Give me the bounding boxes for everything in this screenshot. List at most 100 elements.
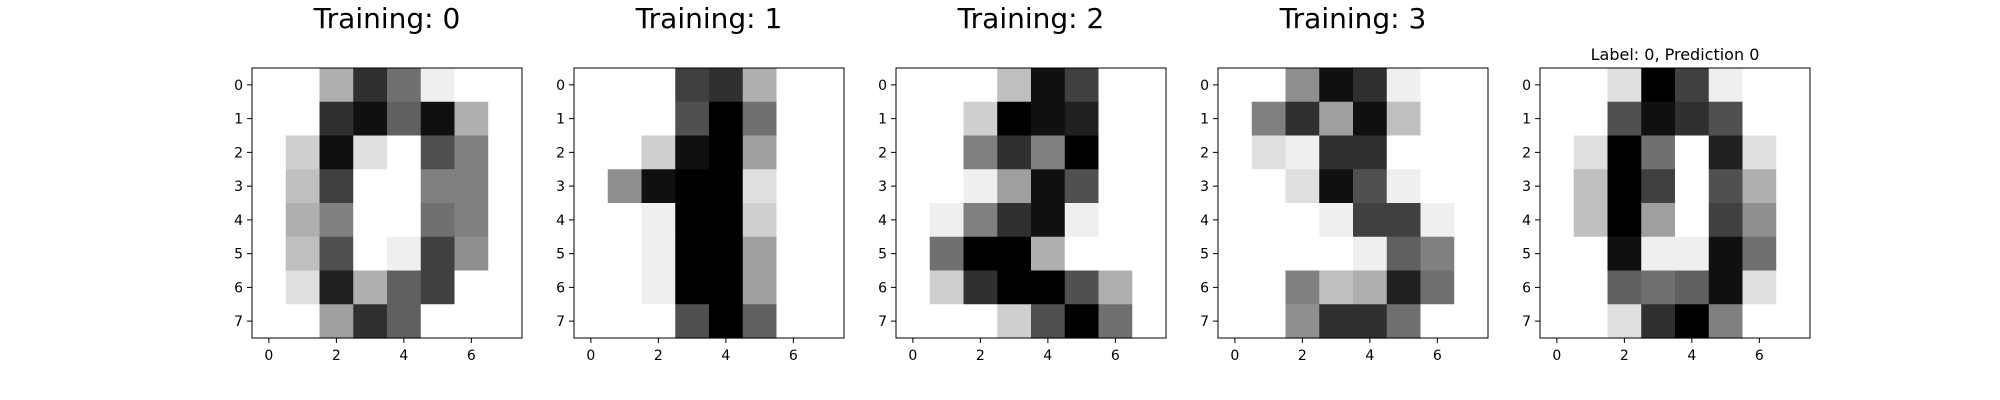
- pixel-cell: [1353, 101, 1388, 137]
- pixel-cell: [709, 68, 744, 103]
- y-tick-label: 7: [878, 314, 887, 330]
- pixel-cell: [1353, 68, 1388, 103]
- y-tick-label: 4: [234, 213, 243, 229]
- x-tick-label: 4: [399, 348, 408, 364]
- y-tick-label: 3: [1522, 179, 1531, 195]
- pixel-cell: [420, 203, 456, 238]
- pixel-cell: [641, 169, 676, 204]
- pixel-cell: [1386, 304, 1422, 339]
- pixel-cell: [1540, 169, 1575, 204]
- pixel-cell: [1132, 101, 1167, 137]
- pixel-cell: [1251, 101, 1287, 137]
- pixel-cell: [252, 270, 287, 305]
- pixel-cell: [896, 236, 931, 272]
- y-tick-label: 7: [1200, 314, 1209, 330]
- pixel-cell: [1641, 236, 1676, 272]
- y-tick-label: 1: [556, 112, 565, 128]
- pixel-cell: [896, 68, 931, 103]
- x-tick-label: 2: [1620, 348, 1629, 364]
- pixel-cell: [1540, 68, 1575, 103]
- pixel-cell: [1319, 203, 1354, 238]
- pixel-cell: [709, 270, 744, 305]
- pixel-cell: [1319, 68, 1354, 103]
- pixel-cell: [1708, 270, 1744, 305]
- pixel-cell: [353, 270, 388, 305]
- pixel-cell: [1641, 135, 1676, 170]
- pixel-cell: [1573, 203, 1609, 238]
- pixel-cell: [1285, 304, 1320, 339]
- pixel-cell: [353, 68, 388, 103]
- x-tick-label: 6: [1111, 348, 1120, 364]
- panel-title: Training: 2: [957, 2, 1105, 35]
- y-tick-label: 7: [1522, 314, 1531, 330]
- pixel-cell: [574, 169, 609, 204]
- x-tick-label: 2: [654, 348, 663, 364]
- pixel-cell: [1708, 101, 1744, 137]
- pixel-cell: [1285, 270, 1320, 305]
- pixel-cell: [1251, 270, 1287, 305]
- y-tick-label: 5: [878, 247, 887, 263]
- y-tick-label: 1: [1522, 112, 1531, 128]
- pixel-cell: [776, 169, 811, 204]
- pixel-cell: [1319, 135, 1354, 170]
- pixel-cell: [929, 68, 965, 103]
- y-tick-label: 5: [1522, 247, 1531, 263]
- pixel-cell: [997, 101, 1032, 137]
- pixel-cell: [420, 68, 456, 103]
- pixel-cell: [488, 203, 523, 238]
- pixel-cell: [1607, 203, 1642, 238]
- pixel-cell: [1420, 68, 1455, 103]
- pixel-cell: [776, 101, 811, 137]
- pixel-cell: [574, 101, 609, 137]
- pixel-cell: [1218, 169, 1253, 204]
- x-tick-label: 4: [1365, 348, 1374, 364]
- panel-title: Training: 0: [313, 2, 461, 35]
- pixel-cell: [641, 68, 676, 103]
- pixel-cell: [641, 304, 676, 339]
- pixel-cell: [1386, 135, 1422, 170]
- pixel-cell: [1607, 135, 1642, 170]
- pixel-cell: [1742, 169, 1777, 204]
- pixel-cell: [1386, 169, 1422, 204]
- pixel-cell: [1251, 203, 1287, 238]
- x-tick-label: 6: [1755, 348, 1764, 364]
- pixel-cell: [488, 68, 523, 103]
- pixel-cell: [1776, 169, 1811, 204]
- pixel-cell: [896, 101, 931, 137]
- y-tick-label: 3: [556, 179, 565, 195]
- pixel-cell: [997, 236, 1032, 272]
- pixel-cell: [454, 236, 489, 272]
- pixel-cell: [675, 203, 710, 238]
- pixel-cell: [1420, 270, 1455, 305]
- pixel-cell: [574, 304, 609, 339]
- pixel-cell: [252, 203, 287, 238]
- pixel-cell: [1420, 135, 1455, 170]
- pixel-cell: [1132, 236, 1167, 272]
- pixel-cell: [1540, 236, 1575, 272]
- pixel-cell: [1031, 135, 1066, 170]
- pixel-cell: [1098, 304, 1133, 339]
- pixel-cell: [1218, 236, 1253, 272]
- pixel-cell: [1098, 270, 1133, 305]
- pixel-cell: [1607, 270, 1642, 305]
- y-tick-label: 4: [1522, 213, 1531, 229]
- pixel-cell: [963, 236, 998, 272]
- pixel-cell: [488, 236, 523, 272]
- y-tick-label: 1: [234, 112, 243, 128]
- pixel-cell: [1285, 101, 1320, 137]
- pixel-cell: [742, 135, 778, 170]
- pixel-cell: [1420, 236, 1455, 272]
- pixel-cell: [1319, 169, 1354, 204]
- pixel-cell: [387, 236, 422, 272]
- y-tick-label: 5: [1200, 247, 1209, 263]
- pixel-cell: [675, 68, 710, 103]
- pixel-cell: [709, 304, 744, 339]
- x-tick-label: 4: [721, 348, 730, 364]
- pixel-cell: [1742, 304, 1777, 339]
- pixel-cell: [1742, 270, 1777, 305]
- y-tick-label: 3: [878, 179, 887, 195]
- pixel-cell: [1064, 304, 1100, 339]
- pixel-cell: [454, 68, 489, 103]
- pixel-cell: [353, 135, 388, 170]
- pixel-cell: [1031, 270, 1066, 305]
